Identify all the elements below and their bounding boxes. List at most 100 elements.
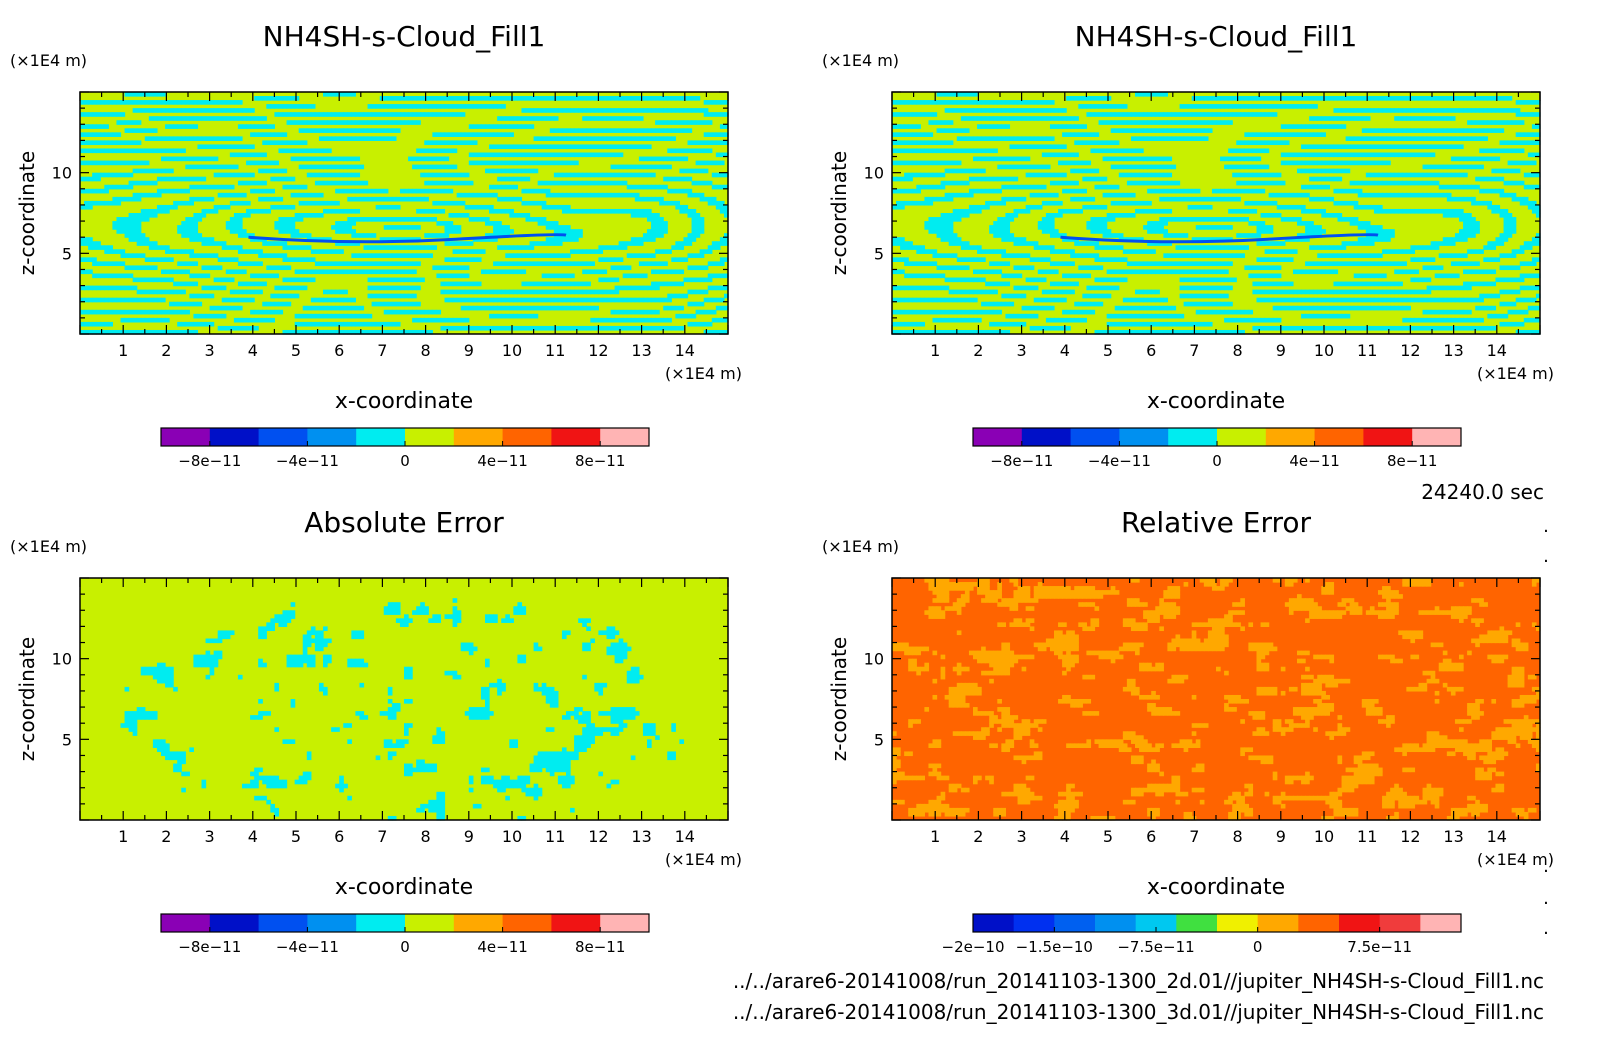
heatmap-cell xyxy=(695,120,701,125)
heatmap-cell xyxy=(1094,184,1100,190)
heatmap-cell xyxy=(586,172,591,178)
heatmap-cell xyxy=(412,329,417,335)
heatmap-cell xyxy=(92,257,97,262)
heatmap-cell xyxy=(1025,116,1031,121)
heatmap-cell xyxy=(144,329,150,335)
heatmap-cell xyxy=(1284,140,1290,146)
heatmap-cell xyxy=(622,273,628,279)
heatmap-cell xyxy=(634,253,640,258)
heatmap-cell xyxy=(472,249,478,254)
heatmap-cell xyxy=(561,128,567,133)
heatmap-cell xyxy=(355,128,361,133)
heatmap-cell xyxy=(124,184,130,190)
heatmap-cell xyxy=(566,204,571,210)
heatmap-cell xyxy=(1090,168,1096,174)
heatmap-cell xyxy=(217,305,223,311)
heatmap-cell xyxy=(464,213,470,218)
heatmap-cell xyxy=(152,265,158,271)
heatmap-cell xyxy=(132,329,138,335)
heatmap-cell xyxy=(1305,160,1310,166)
heatmap-cell xyxy=(84,269,89,275)
heatmap-cell xyxy=(525,289,531,295)
heatmap-cell xyxy=(314,297,320,303)
heatmap-cell xyxy=(1037,184,1043,190)
heatmap-cell xyxy=(521,152,527,158)
heatmap-cell xyxy=(156,204,162,210)
heatmap-cell xyxy=(1037,108,1043,113)
heatmap-cell xyxy=(1244,140,1249,146)
heatmap-cell xyxy=(456,213,462,218)
heatmap-cell xyxy=(1321,168,1326,174)
heatmap-cell xyxy=(703,120,709,125)
heatmap-cell xyxy=(213,285,219,291)
heatmap-cell xyxy=(1280,132,1286,137)
heatmap-cell xyxy=(428,164,433,170)
heatmap-cell xyxy=(165,289,170,295)
heatmap-cell xyxy=(1021,136,1027,141)
heatmap-cell xyxy=(517,196,523,202)
heatmap-cell xyxy=(1094,112,1100,117)
heatmap-cell xyxy=(896,124,901,129)
heatmap-cell xyxy=(707,285,713,291)
heatmap-cell xyxy=(233,108,239,113)
heatmap-cell xyxy=(981,148,986,154)
heatmap-cell xyxy=(331,297,336,303)
heatmap-cell xyxy=(960,136,966,141)
heatmap-cell xyxy=(497,176,502,182)
heatmap-cell xyxy=(1062,180,1067,186)
heatmap-cell xyxy=(246,289,251,295)
heatmap-cell xyxy=(1179,112,1185,117)
heatmap-cell xyxy=(258,96,263,101)
heatmap-cell xyxy=(351,164,356,170)
colorbar-swatch xyxy=(502,428,552,446)
heatmap-cell xyxy=(363,321,369,327)
heatmap-cell xyxy=(375,269,381,275)
heatmap-cell xyxy=(408,188,413,194)
heatmap-cell xyxy=(318,297,324,303)
heatmap-cell xyxy=(1418,152,1424,158)
heatmap-cell xyxy=(537,96,543,101)
heatmap-cell xyxy=(1252,180,1258,186)
heatmap-cell xyxy=(1232,148,1237,154)
heatmap-cell xyxy=(1248,132,1254,137)
heatmap-cell xyxy=(642,184,648,190)
heatmap-cell xyxy=(120,261,126,267)
heatmap-cell xyxy=(262,180,267,186)
heatmap-cell xyxy=(351,321,356,327)
heatmap-cell xyxy=(493,160,498,166)
ellipsis-dots: . . . . . xyxy=(1543,516,1549,939)
heatmap-cell xyxy=(493,225,498,230)
heatmap-cell xyxy=(1523,172,1529,178)
heatmap-cell xyxy=(606,136,612,141)
heatmap-cell xyxy=(707,329,713,335)
heatmap-cell xyxy=(525,297,531,303)
heatmap-cell xyxy=(355,196,361,202)
heatmap-cell xyxy=(225,116,231,121)
heatmap-cell xyxy=(1033,100,1039,105)
heatmap-cell xyxy=(699,265,705,271)
heatmap-cell xyxy=(116,148,122,154)
heatmap-cell xyxy=(476,132,482,137)
heatmap-cell xyxy=(1357,188,1363,194)
heatmap-cell xyxy=(561,160,567,166)
heatmap-cell xyxy=(537,144,543,150)
heatmap-cell xyxy=(197,184,203,190)
colorbar-swatch xyxy=(551,428,601,446)
heatmap-cell xyxy=(266,168,271,174)
heatmap-cell xyxy=(1078,140,1083,146)
heatmap-cell xyxy=(408,329,413,335)
heatmap-cell xyxy=(302,164,308,170)
heatmap-cell xyxy=(213,305,219,311)
heatmap-cell xyxy=(651,261,656,267)
heatmap-cell xyxy=(189,249,194,254)
x-tick-label: 4 xyxy=(248,341,258,360)
heatmap-cell xyxy=(229,136,235,141)
colorbar-swatch xyxy=(600,428,650,446)
heatmap-cell xyxy=(375,261,381,267)
heatmap-cell xyxy=(606,96,612,101)
heatmap-cell xyxy=(497,132,502,137)
heatmap-cell xyxy=(659,225,664,230)
heatmap-cell xyxy=(1483,188,1488,194)
heatmap-cell xyxy=(1394,96,1399,101)
heatmap-cell xyxy=(339,188,344,194)
